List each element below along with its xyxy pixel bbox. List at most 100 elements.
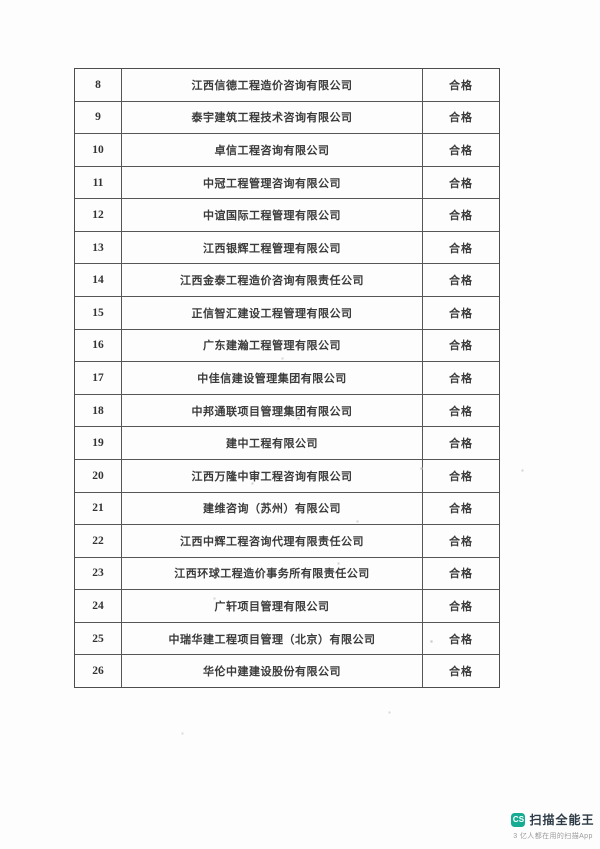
table-row: 17 中佳信建设管理集团有限公司 合格 — [75, 362, 499, 395]
result-text: 合格 — [449, 470, 473, 483]
row-number-cell: 22 — [75, 525, 122, 557]
result-text: 合格 — [449, 340, 473, 353]
row-number: 8 — [95, 78, 101, 91]
company-name-cell: 江西信德工程造价咨询有限公司 — [122, 69, 423, 101]
table-row: 9 泰宇建筑工程技术咨询有限公司 合格 — [75, 101, 499, 135]
result-cell: 合格 — [423, 623, 499, 655]
result-cell: 合格 — [423, 102, 499, 134]
row-number-cell: 17 — [75, 362, 122, 394]
table-row: 20 江西万隆中审工程咨询有限公司 合格 — [75, 459, 499, 493]
result-cell: 合格 — [423, 493, 499, 525]
row-number-cell: 14 — [75, 264, 122, 297]
result-text: 合格 — [449, 666, 473, 679]
result-text: 合格 — [449, 568, 473, 581]
table-row: 23 江西环球工程造价事务所有限责任公司 合格 — [75, 557, 499, 591]
company-name-cell: 江西金泰工程造价咨询有限责任公司 — [122, 264, 423, 297]
row-number: 19 — [92, 437, 104, 450]
result-text: 合格 — [449, 79, 473, 92]
result-cell: 合格 — [423, 232, 499, 264]
company-name: 建中工程有限公司 — [226, 438, 318, 451]
company-name-cell: 江西中辉工程咨询代理有限责任公司 — [122, 525, 423, 557]
result-cell: 合格 — [423, 330, 499, 362]
company-name: 江西金泰工程造价咨询有限责任公司 — [180, 275, 364, 288]
row-number: 26 — [92, 665, 104, 678]
table-row: 13 江西银辉工程管理有限公司 合格 — [75, 231, 499, 265]
company-name: 江西环球工程造价事务所有限责任公司 — [174, 568, 370, 581]
company-name: 中佳信建设管理集团有限公司 — [197, 372, 347, 385]
result-cell: 合格 — [423, 590, 499, 622]
row-number-cell: 10 — [75, 134, 122, 166]
company-name: 中冠工程管理咨询有限公司 — [203, 177, 341, 190]
table-row: 19 建中工程有限公司 合格 — [75, 427, 499, 460]
company-name: 江西中辉工程咨询代理有限责任公司 — [180, 535, 364, 548]
result-text: 合格 — [449, 242, 473, 255]
company-name-cell: 华伦中建建设股份有限公司 — [122, 655, 423, 687]
company-name-cell: 中佳信建设管理集团有限公司 — [122, 362, 423, 394]
result-text: 合格 — [449, 210, 473, 223]
row-number-cell: 16 — [75, 329, 122, 362]
qualification-table: 8 江西信德工程造价咨询有限公司 合格 9 泰宇建筑工程技术咨询有限公司 合格 … — [74, 68, 500, 688]
row-number: 9 — [95, 111, 101, 124]
company-name-cell: 江西万隆中审工程咨询有限公司 — [122, 459, 423, 492]
row-number-cell: 18 — [75, 394, 122, 427]
company-name-cell: 中冠工程管理咨询有限公司 — [122, 166, 423, 199]
result-text: 合格 — [449, 438, 473, 451]
result-text: 合格 — [449, 177, 473, 190]
row-number: 15 — [92, 306, 104, 319]
company-name: 正信智汇建设工程管理有限公司 — [191, 307, 353, 320]
company-name: 建维咨询（苏州）有限公司 — [203, 503, 341, 516]
qualification-table-body: 8 江西信德工程造价咨询有限公司 合格 9 泰宇建筑工程技术咨询有限公司 合格 … — [75, 69, 499, 687]
row-number-cell: 12 — [75, 199, 122, 231]
company-name-cell: 中谊国际工程管理有限公司 — [122, 199, 423, 231]
company-name-cell: 江西银辉工程管理有限公司 — [122, 231, 423, 264]
table-row: 12 中谊国际工程管理有限公司 合格 — [75, 199, 499, 232]
result-cell: 合格 — [423, 460, 499, 492]
row-number-cell: 21 — [75, 492, 122, 525]
table-row: 25 中瑞华建工程项目管理（北京）有限公司 合格 — [75, 622, 499, 656]
table-row: 18 中邦通联项目管理集团有限公司 合格 — [75, 394, 499, 428]
row-number: 22 — [92, 534, 104, 547]
row-number-cell: 11 — [75, 166, 122, 199]
result-text: 合格 — [449, 405, 473, 418]
result-text: 合格 — [449, 372, 473, 385]
company-name-cell: 泰宇建筑工程技术咨询有限公司 — [122, 101, 423, 134]
result-cell: 合格 — [423, 297, 499, 329]
result-cell: 合格 — [423, 167, 499, 199]
table-row: 15 正信智汇建设工程管理有限公司 合格 — [75, 297, 499, 330]
row-number: 11 — [92, 176, 104, 189]
row-number: 10 — [92, 143, 104, 156]
result-text: 合格 — [449, 144, 473, 157]
result-cell: 合格 — [423, 199, 499, 231]
company-name-cell: 广东建瀚工程管理有限公司 — [122, 329, 423, 362]
company-name: 卓信工程咨询有限公司 — [214, 144, 330, 157]
company-name-cell: 正信智汇建设工程管理有限公司 — [122, 297, 423, 329]
result-text: 合格 — [449, 601, 473, 614]
table-row: 8 江西信德工程造价咨询有限公司 合格 — [75, 69, 499, 102]
company-name: 江西万隆中审工程咨询有限公司 — [191, 470, 353, 483]
company-name-cell: 中邦通联项目管理集团有限公司 — [122, 394, 423, 427]
row-number-cell: 13 — [75, 231, 122, 264]
result-cell: 合格 — [423, 69, 499, 101]
row-number: 18 — [92, 404, 104, 417]
company-name: 江西信德工程造价咨询有限公司 — [191, 79, 353, 92]
company-name-cell: 广轩项目管理有限公司 — [122, 590, 423, 622]
camscanner-tagline: 3 亿人都在用的扫描App — [513, 833, 593, 840]
company-name: 华伦中建建设股份有限公司 — [203, 666, 341, 679]
table-row: 10 卓信工程咨询有限公司 合格 — [75, 134, 499, 167]
result-text: 合格 — [449, 112, 473, 125]
result-cell: 合格 — [423, 558, 499, 590]
row-number-cell: 8 — [75, 69, 122, 101]
row-number-cell: 9 — [75, 101, 122, 134]
result-cell: 合格 — [423, 362, 499, 394]
row-number-cell: 19 — [75, 427, 122, 459]
result-text: 合格 — [449, 307, 473, 320]
row-number: 25 — [92, 632, 104, 645]
result-cell: 合格 — [423, 395, 499, 427]
table-row: 14 江西金泰工程造价咨询有限责任公司 合格 — [75, 264, 499, 298]
row-number: 17 — [92, 371, 104, 384]
row-number: 16 — [92, 339, 104, 352]
result-cell: 合格 — [423, 134, 499, 166]
row-number: 13 — [92, 241, 104, 254]
result-text: 合格 — [449, 275, 473, 288]
company-name-cell: 建中工程有限公司 — [122, 427, 423, 459]
